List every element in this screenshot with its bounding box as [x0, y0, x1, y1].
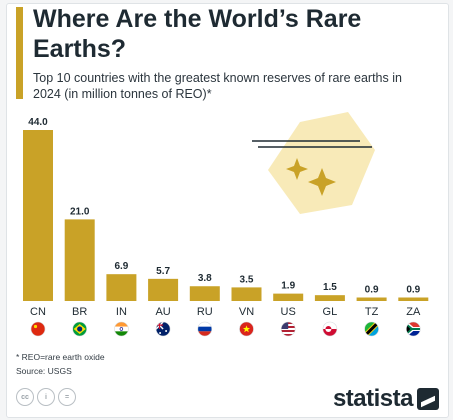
india-flag-icon: [114, 321, 129, 337]
bar-tz: [356, 297, 387, 301]
rare-earth-illustration-icon: [252, 112, 375, 214]
statista-mark-icon: [417, 388, 439, 410]
title-accent-bar: [16, 7, 23, 99]
value-label-au: 5.7: [156, 266, 170, 277]
category-label-vn: VN: [239, 306, 254, 318]
chart-title: Where Are the World’s Rare Earths?: [33, 5, 362, 63]
bar-vn: [231, 287, 262, 301]
category-label-in: IN: [116, 306, 127, 318]
south-africa-flag-icon: [405, 321, 421, 337]
category-label-za: ZA: [406, 306, 421, 318]
category-label-tz: TZ: [365, 306, 379, 318]
usa-flag-icon: [280, 321, 296, 337]
russia-flag-icon: [197, 321, 213, 337]
greenland-flag-icon: [322, 321, 338, 337]
bar-in: [106, 274, 137, 301]
australia-flag-icon: [155, 321, 171, 337]
category-label-cn: CN: [30, 306, 46, 318]
vietnam-flag-icon: [239, 321, 254, 337]
brand-name: statista: [332, 385, 414, 412]
bar-cn: [23, 130, 53, 301]
source-note: Source: USGS: [16, 366, 72, 376]
category-label-au: AU: [155, 306, 170, 318]
statista-logo[interactable]: statista: [333, 385, 439, 413]
value-label-br: 21.0: [70, 206, 90, 217]
license-icons: cc i =: [16, 388, 76, 406]
brazil-flag-icon: [72, 321, 87, 337]
value-label-vn: 3.5: [240, 274, 254, 285]
bar-us: [273, 293, 304, 301]
equal-icon: =: [58, 388, 76, 406]
footnote-reo: * REO=rare earth oxide: [16, 352, 105, 362]
bar-au: [148, 278, 179, 301]
bar-za: [398, 297, 429, 301]
cc-icon: cc: [16, 388, 34, 406]
value-label-in: 6.9: [114, 261, 128, 272]
value-label-us: 1.9: [281, 281, 295, 292]
info-icon: i: [37, 388, 55, 406]
bar-ru: [189, 286, 220, 301]
value-label-gl: 1.5: [323, 282, 337, 293]
bar-gl: [314, 295, 345, 301]
bar-br: [64, 219, 95, 301]
category-label-br: BR: [72, 306, 87, 318]
category-label-us: US: [281, 306, 296, 318]
china-flag-icon: [30, 321, 46, 337]
chart-card: [6, 3, 449, 418]
category-label-ru: RU: [197, 306, 213, 318]
value-label-cn: 44.0: [28, 117, 48, 128]
tanzania-flag-icon: [364, 321, 379, 337]
value-label-za: 0.9: [406, 285, 420, 296]
chart-subtitle: Top 10 countries with the greatest known…: [33, 71, 402, 101]
category-label-gl: GL: [323, 306, 338, 318]
value-label-tz: 0.9: [365, 285, 379, 296]
value-label-ru: 3.8: [198, 273, 212, 284]
